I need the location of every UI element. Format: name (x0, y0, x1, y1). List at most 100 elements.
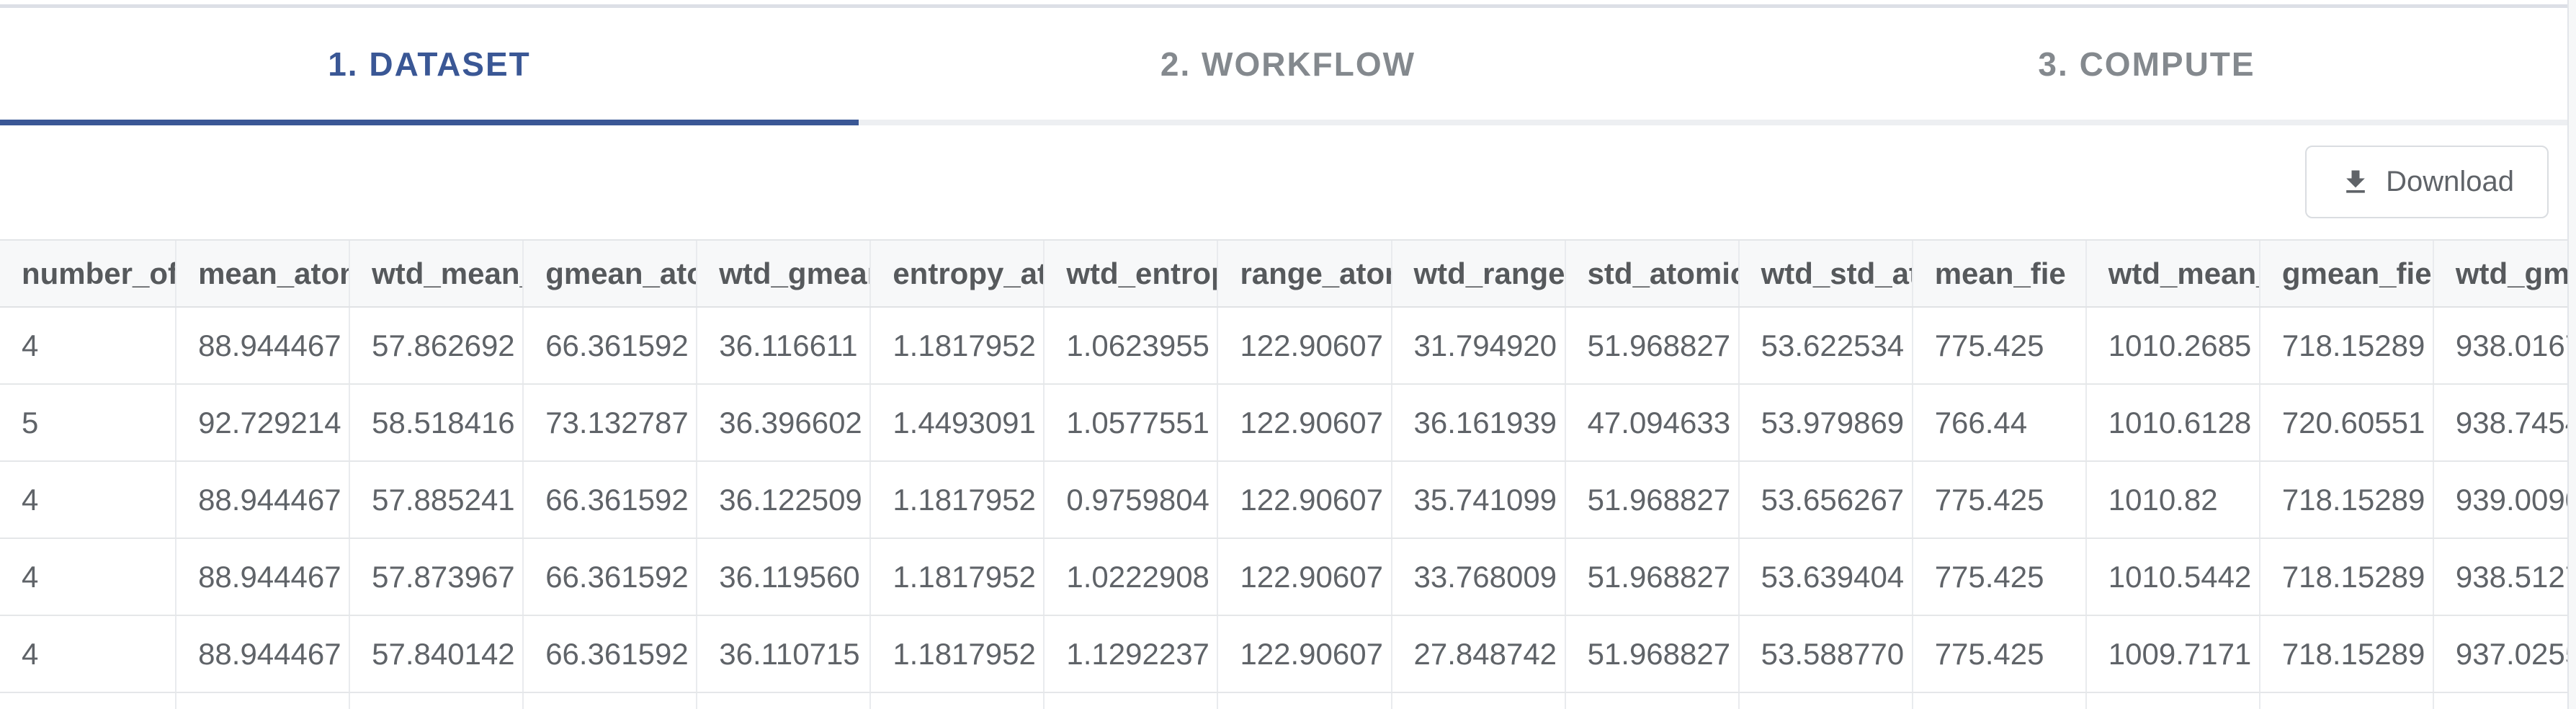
table-cell: 1.1817952 (870, 538, 1045, 616)
table-cell: 57.862692 (349, 307, 524, 385)
table-cell: 1.4493091 (870, 384, 1045, 462)
table-cell (523, 692, 698, 709)
table-cell: 1010.6128 (2085, 384, 2260, 462)
table-row: 5 92.729214 58.518416 73.132787 36.396602 1.4… (0, 384, 2576, 462)
table-cell: 1010.5442 (2085, 538, 2260, 616)
table-cell: 66.361592 (523, 538, 698, 616)
table-toolbar: Download (0, 125, 2576, 239)
table-cell: 88.944467 (176, 615, 351, 693)
table-cell: 51.968827 (1565, 461, 1740, 539)
table-cell: 57.840142 (349, 615, 524, 693)
table-cell: 122.90607 (1217, 307, 1392, 385)
table-cell: 1.0623955 (1044, 307, 1219, 385)
table-cell (1044, 692, 1219, 709)
table-cell: 775.425 (1912, 307, 2087, 385)
column-header: gmean_fie (2259, 241, 2434, 308)
column-header: range_atomi (1217, 241, 1392, 308)
table-cell: 122.90607 (1217, 538, 1392, 616)
table-cell: 53.588770 (1738, 615, 1913, 693)
table-cell: 27.848742 (1391, 615, 1566, 693)
table-cell: 47.094633 (1565, 384, 1740, 462)
column-header: entropy_ato (870, 241, 1045, 308)
table-cell (1912, 692, 2087, 709)
table-cell: 58.518416 (349, 384, 524, 462)
table-cell (1217, 692, 1392, 709)
table-cell: 88.944467 (176, 538, 351, 616)
download-button[interactable]: Download (2305, 146, 2549, 218)
download-icon (2340, 166, 2371, 198)
top-divider (0, 4, 2576, 8)
table-cell: 36.396602 (697, 384, 872, 462)
tab-indicator-track (0, 120, 2576, 125)
column-header: wtd_gmean_ (697, 241, 872, 308)
vertical-scrollbar[interactable] (2567, 0, 2576, 709)
table-cell: 775.425 (1912, 615, 2087, 693)
table-cell: 775.425 (1912, 461, 2087, 539)
tab-compute[interactable]: 3. COMPUTE (2038, 45, 2255, 83)
table-cell: 36.161939 (1391, 384, 1566, 462)
table-cell: 718.15289 (2259, 461, 2434, 539)
table-cell: 1.0222908 (1044, 538, 1219, 616)
table-cell: 775.425 (1912, 538, 2087, 616)
table-row: 4 88.944467 57.840142 66.361592 36.110715 1.1… (0, 615, 2576, 693)
table-cell: 122.90607 (1217, 384, 1392, 462)
table-cell: 51.968827 (1565, 307, 1740, 385)
table-cell: 35.741099 (1391, 461, 1566, 539)
table-cell: 4 (0, 307, 177, 385)
column-header: wtd_mean_a (349, 241, 524, 308)
table-cell (697, 692, 872, 709)
table-cell: 36.119560 (697, 538, 872, 616)
table-cell: 57.885241 (349, 461, 524, 539)
table-cell: 53.979869 (1738, 384, 1913, 462)
table-cell: 938.51277 (2433, 538, 2576, 616)
column-header: number_of_e (0, 241, 177, 308)
table-cell: 938.01678 (2433, 307, 2576, 385)
table-cell (2259, 692, 2434, 709)
table-cell: 53.639404 (1738, 538, 1913, 616)
table-cell (1738, 692, 1913, 709)
column-header: mean_fie (1912, 241, 2087, 308)
table-cell: 1010.2685 (2085, 307, 2260, 385)
table-cell: 4 (0, 538, 177, 616)
download-button-label: Download (2386, 166, 2514, 197)
table-cell: 4 (0, 461, 177, 539)
table-cell: 1.0577551 (1044, 384, 1219, 462)
table-cell: 53.656267 (1738, 461, 1913, 539)
table-cell (0, 692, 177, 709)
table-cell (1565, 692, 1740, 709)
column-header: wtd_entropy (1044, 241, 1219, 308)
tab-workflow[interactable]: 2. WORKFLOW (1160, 45, 1416, 83)
table-cell: 122.90607 (1217, 615, 1392, 693)
table-cell: 4 (0, 615, 177, 693)
stepper-tab-bar: 1. DATASET 2. WORKFLOW 3. COMPUTE (0, 8, 2576, 120)
table-cell: 36.116611 (697, 307, 872, 385)
column-header: std_atomic_ (1565, 241, 1740, 308)
table-cell: 57.873967 (349, 538, 524, 616)
column-header: gmean_atom (523, 241, 698, 308)
tab-dataset[interactable]: 1. DATASET (328, 45, 531, 83)
column-header: wtd_mean_fi (2085, 241, 2260, 308)
table-cell: 1010.82 (2085, 461, 2260, 539)
dataset-table[interactable]: number_of_emean_atomiwtd_mean_agmean_ato… (0, 239, 2576, 709)
table-cell: 66.361592 (523, 461, 698, 539)
table-cell: 88.944467 (176, 307, 351, 385)
column-header: wtd_std_ato (1738, 241, 1913, 308)
table-cell: 51.968827 (1565, 538, 1740, 616)
table-cell: 53.622534 (1738, 307, 1913, 385)
table-cell: 66.361592 (523, 615, 698, 693)
table-cell (2085, 692, 2260, 709)
table-cell: 938.74541 (2433, 384, 2576, 462)
table-cell: 5 (0, 384, 177, 462)
table-row-partial (0, 692, 2576, 709)
table-row: 4 88.944467 57.862692 66.361592 36.116611 1.1… (0, 307, 2576, 385)
table-cell: 718.15289 (2259, 307, 2434, 385)
active-tab-indicator (0, 120, 859, 125)
table-cell: 36.122509 (697, 461, 872, 539)
table-cell: 51.968827 (1565, 615, 1740, 693)
table-cell: 937.02557 (2433, 615, 2576, 693)
table-cell: 1.1292237 (1044, 615, 1219, 693)
table-cell (2433, 692, 2576, 709)
table-cell: 36.110715 (697, 615, 872, 693)
data-grid: number_of_emean_atomiwtd_mean_agmean_ato… (0, 241, 2576, 709)
table-row: 4 88.944467 57.885241 66.361592 36.122509 1.1… (0, 461, 2576, 539)
